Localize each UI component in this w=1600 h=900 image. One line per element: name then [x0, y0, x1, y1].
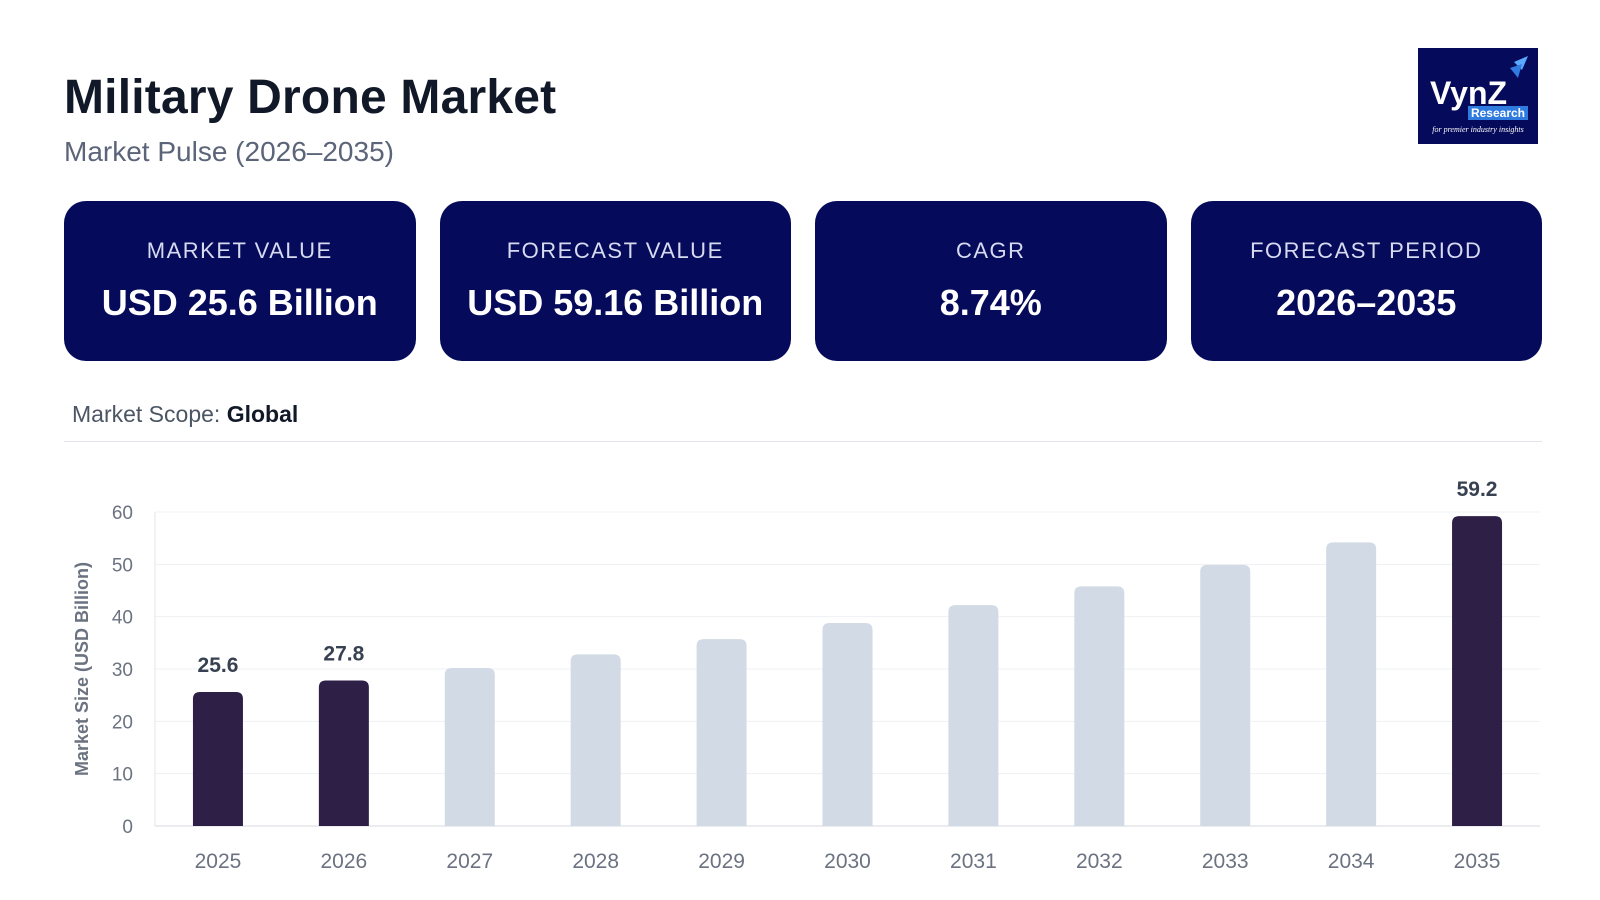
bar	[444, 667, 495, 826]
y-tick-label: 0	[122, 817, 133, 838]
y-tick-label: 20	[112, 712, 133, 733]
card-label: FORECAST PERIOD	[1250, 238, 1483, 263]
x-tick-label: 2026	[321, 850, 368, 873]
bar	[1074, 586, 1125, 826]
card-value: 2026–2035	[1276, 282, 1457, 323]
x-tick-label: 2034	[1328, 850, 1375, 873]
card-label: FORECAST VALUE	[506, 238, 724, 263]
card-label: CAGR	[955, 238, 1026, 263]
card-forecast-value: FORECAST VALUE USD 59.16 Billion	[439, 201, 791, 361]
y-axis-title: Market Size (USD Billion)	[72, 562, 92, 776]
x-tick-label: 2032	[1076, 850, 1123, 873]
bar	[192, 692, 243, 826]
logo-subbrand-text: Research	[1471, 106, 1525, 120]
y-tick-label: 60	[112, 503, 133, 524]
page-subtitle: Market Pulse (2026–2035)	[64, 136, 394, 167]
y-tick-label: 40	[112, 608, 133, 629]
y-tick-label: 10	[112, 765, 133, 786]
card-forecast-period: FORECAST PERIOD 2026–2035	[1190, 201, 1542, 361]
logo-tagline-text: for premier industry insights	[1432, 125, 1523, 134]
card-cagr: CAGR 8.74%	[815, 201, 1167, 361]
x-tick-label: 2035	[1454, 850, 1501, 873]
bar	[822, 622, 873, 826]
x-tick-label: 2029	[698, 850, 745, 873]
bar	[1326, 542, 1377, 826]
vynz-research-logo: VynZ Research for premier industry insig…	[1418, 48, 1538, 144]
bar	[948, 605, 999, 826]
data-label: 59.2	[1457, 478, 1498, 501]
x-tick-label: 2033	[1202, 850, 1249, 873]
bar	[570, 654, 621, 826]
card-value: USD 25.6 Billion	[101, 282, 378, 323]
section-divider	[64, 441, 1542, 442]
x-tick-label: 2025	[195, 850, 242, 873]
x-tick-label: 2028	[572, 850, 619, 873]
market-scope-value: Global	[226, 401, 299, 427]
card-value: USD 59.16 Billion	[467, 282, 764, 323]
card-value: 8.74%	[939, 282, 1042, 323]
kpi-cards: MARKET VALUE USD 25.6 Billion FORECAST V…	[64, 201, 1542, 361]
data-label: 25.6	[198, 654, 239, 677]
data-label: 27.8	[323, 643, 364, 666]
page-title: Military Drone Market	[64, 71, 557, 124]
x-tick-label: 2027	[446, 850, 493, 873]
bar	[1200, 564, 1251, 826]
y-tick-label: 30	[112, 660, 133, 681]
logo-brand-text: VynZ	[1430, 75, 1507, 111]
y-tick-label: 50	[112, 555, 133, 576]
bar	[1452, 516, 1503, 826]
card-market-value: MARKET VALUE USD 25.6 Billion	[64, 201, 416, 361]
x-tick-label: 2030	[824, 850, 871, 873]
market-scope-label: Market Scope:	[72, 401, 227, 427]
bar	[696, 639, 747, 826]
market-scope: Market Scope: Global	[72, 401, 298, 428]
card-label: MARKET VALUE	[146, 238, 333, 263]
x-tick-label: 2031	[950, 850, 997, 873]
bar	[318, 680, 369, 826]
